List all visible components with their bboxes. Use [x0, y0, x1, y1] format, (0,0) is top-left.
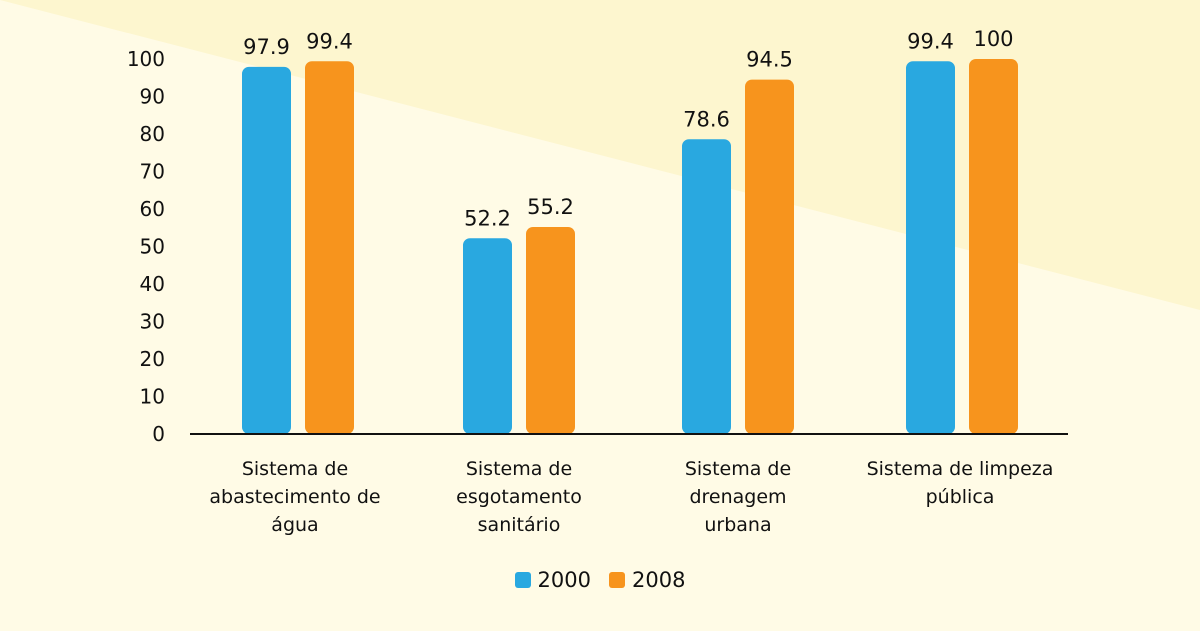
legend-label-2000: 2000 — [537, 568, 591, 592]
bar-value-label: 94.5 — [746, 48, 793, 72]
y-tick-label: 20 — [140, 347, 165, 371]
category-label-line: Sistema de — [465, 458, 573, 480]
bar-value-label: 78.6 — [683, 107, 730, 131]
category-label-line: sanitário — [477, 514, 561, 536]
category-label-line: Sistema de drenagem — [684, 458, 792, 508]
bar-2008-0 — [305, 61, 354, 434]
category-label-line: esgotamento — [456, 486, 582, 508]
y-tick-label: 30 — [140, 310, 165, 334]
data-labels-group: 97.9 52.2 78.6 99.4 99.4 55.2 94.5 100 — [243, 27, 1013, 230]
category-label-line: água — [271, 514, 319, 536]
y-tick-label: 10 — [140, 385, 165, 409]
bar-2000-3 — [906, 61, 955, 434]
bar-2000-1 — [463, 238, 512, 434]
y-tick-label: 60 — [140, 197, 165, 221]
bar-value-label: 97.9 — [243, 35, 290, 59]
bar-value-label: 55.2 — [527, 195, 574, 219]
bar-value-label: 100 — [973, 27, 1013, 51]
legend: 2000 2008 — [0, 568, 1200, 592]
legend-label-2008: 2008 — [632, 568, 686, 592]
y-tick-label: 50 — [140, 235, 165, 259]
bar-2000-0 — [242, 66, 291, 434]
x-category-label-water: Sistema de abastecimento de água — [195, 455, 395, 539]
category-label-line: Sistema de — [241, 458, 349, 480]
bar-2008-2 — [745, 79, 794, 434]
y-tick-label: 100 — [127, 47, 165, 71]
bar-2000-2 — [682, 139, 731, 434]
y-tick-label: 0 — [152, 422, 165, 446]
y-tick-label: 90 — [140, 85, 165, 109]
y-tick-label: 40 — [140, 272, 165, 296]
legend-swatch-2008 — [609, 572, 625, 588]
bar-value-label: 52.2 — [464, 206, 511, 230]
category-label-line: pública — [925, 486, 995, 508]
background-diagonal — [0, 0, 1200, 310]
bar-value-label: 99.4 — [306, 29, 353, 53]
y-tick-label: 80 — [140, 122, 165, 146]
category-label-line: Sistema de limpeza — [866, 458, 1054, 480]
legend-item-2000: 2000 — [514, 568, 591, 592]
bar-2008-3 — [969, 59, 1018, 434]
bar-value-label: 99.4 — [907, 29, 954, 53]
y-axis-ticks: 0 10 20 30 40 50 60 70 80 90 100 — [127, 47, 165, 446]
x-category-label-cleaning: Sistema de limpeza pública — [860, 455, 1060, 511]
x-category-label-sewage: Sistema de esgotamento sanitário — [419, 455, 619, 539]
y-tick-label: 70 — [140, 160, 165, 184]
category-label-line: abastecimento de — [209, 486, 381, 508]
category-label-line: urbana — [704, 514, 772, 536]
legend-swatch-2000 — [514, 572, 531, 588]
x-category-label-drainage: Sistema de drenagem urbana — [638, 455, 838, 539]
bars-group — [242, 59, 1018, 434]
legend-item-2008: 2008 — [609, 568, 685, 592]
bar-2008-1 — [526, 227, 575, 434]
